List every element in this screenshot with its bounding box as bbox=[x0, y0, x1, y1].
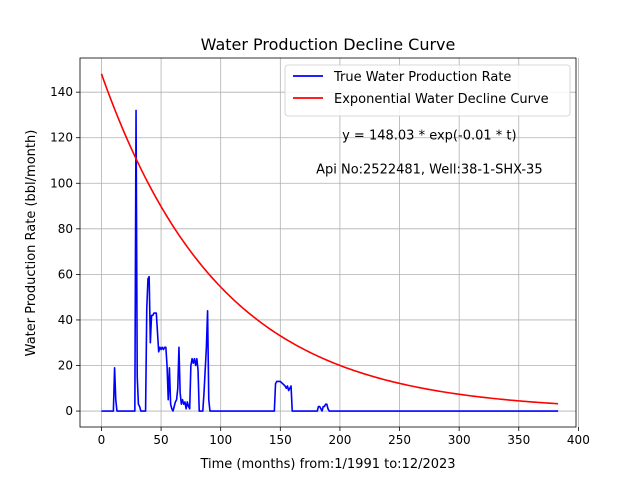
legend-label-true-rate: True Water Production Rate bbox=[333, 70, 511, 85]
legend-label-exponential-curve: Exponential Water Decline Curve bbox=[334, 92, 549, 107]
plot-frame bbox=[79, 57, 577, 428]
y-tick-label: 80 bbox=[58, 222, 73, 236]
series-line-exponential-curve bbox=[100, 73, 559, 405]
x-tick-label: 250 bbox=[388, 433, 411, 447]
x-tick-label: 50 bbox=[153, 433, 168, 447]
ticks-layer: 0 50 100 150 200 250 300 350 400 0 20 40 60 80 100 120 1… bbox=[50, 85, 590, 447]
x-axis-label: Time (months) from:1/1991 to:12/2023 bbox=[199, 457, 455, 472]
y-tick-label: 100 bbox=[50, 176, 73, 190]
x-tick-label: 100 bbox=[209, 433, 232, 447]
series-line-true-rate bbox=[101, 109, 559, 412]
series-layer bbox=[100, 73, 559, 412]
legend: True Water Production Rate Exponential W… bbox=[284, 64, 571, 117]
y-tick-label: 140 bbox=[50, 85, 73, 99]
chart-title: Water Production Decline Curve bbox=[201, 35, 456, 54]
x-tick-label: 0 bbox=[98, 433, 106, 447]
x-tick-label: 300 bbox=[448, 433, 471, 447]
well-annotation: Api No:2522481, Well:38-1-SHX-35 bbox=[316, 163, 543, 178]
y-tick-label: 0 bbox=[65, 404, 73, 418]
y-tick-label: 120 bbox=[50, 131, 73, 145]
y-axis-label: Water Production Rate (bbl/month) bbox=[24, 130, 39, 357]
x-tick-label: 150 bbox=[269, 433, 292, 447]
y-tick-label: 40 bbox=[58, 313, 73, 327]
x-tick-label: 350 bbox=[507, 433, 530, 447]
x-tick-label: 200 bbox=[328, 433, 351, 447]
equation-annotation: y = 148.03 * exp(-0.01 * t) bbox=[342, 128, 516, 143]
y-tick-label: 60 bbox=[58, 267, 73, 281]
y-tick-label: 20 bbox=[58, 359, 73, 373]
x-tick-label: 400 bbox=[567, 433, 590, 447]
legend-box bbox=[284, 64, 571, 117]
annotations-layer: y = 148.03 * exp(-0.01 * t) Api No:252248… bbox=[316, 128, 543, 177]
